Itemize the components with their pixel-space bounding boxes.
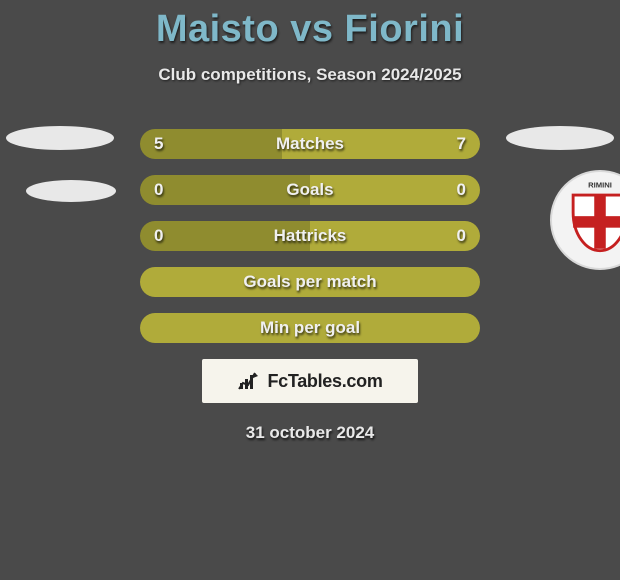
bar-left — [140, 175, 310, 205]
bar-left — [140, 267, 480, 297]
stat-row: Matches57 — [140, 129, 480, 159]
watermark-text: FcTables.com — [267, 371, 382, 392]
stat-row: Min per goal — [140, 313, 480, 343]
subtitle: Club competitions, Season 2024/2025 — [0, 65, 620, 85]
bar-left — [140, 129, 282, 159]
stat-row: Hattricks00 — [140, 221, 480, 251]
bar-right — [310, 175, 480, 205]
watermark: FcTables.com — [202, 359, 418, 403]
player1-avatar-placeholder — [6, 126, 114, 150]
page-title: Maisto vs Fiorini — [0, 0, 620, 51]
bar-left — [140, 221, 310, 251]
bar-right — [310, 221, 480, 251]
bar-left — [140, 313, 480, 343]
chart-icon — [237, 369, 261, 393]
svg-text:RIMINI: RIMINI — [588, 180, 612, 189]
player2-avatar-placeholder — [506, 126, 614, 150]
player1-club-placeholder — [26, 180, 116, 202]
bar-right — [282, 129, 480, 159]
stat-row: Goals per match — [140, 267, 480, 297]
date-label: 31 october 2024 — [0, 423, 620, 443]
stats-bars: Matches57 Goals00 Hattricks00 Goals per mat… — [140, 129, 480, 343]
player2-club-badge: RIMINI — [550, 170, 620, 270]
stat-row: Goals00 — [140, 175, 480, 205]
